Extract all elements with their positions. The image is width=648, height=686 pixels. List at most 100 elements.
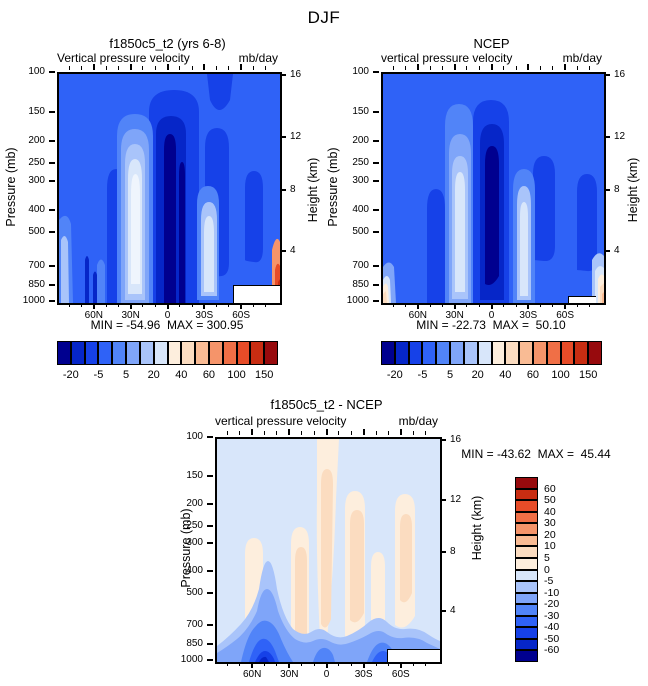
lat-tick: [239, 662, 241, 666]
colorbar-tick-label: -5: [544, 575, 554, 588]
colorbar-tick-label: -10: [544, 586, 560, 599]
lat-tick: [503, 303, 505, 307]
lat-tick-label: 30S: [519, 310, 538, 321]
colorbar-cell: [515, 511, 538, 524]
lat-tick: [265, 66, 267, 70]
lat-tick: [325, 662, 328, 668]
pressure-tick-label: 100: [352, 66, 369, 77]
colorbar-cell: [463, 341, 478, 365]
lat-tick: [441, 303, 443, 307]
pressure-tick-label: 150: [352, 106, 369, 118]
colorbar-cell: [515, 523, 538, 535]
lat-tick: [81, 66, 83, 70]
lat-tick: [179, 66, 181, 70]
lat-tick-label: 30S: [195, 310, 214, 321]
pressure-tick: [373, 283, 379, 286]
lat-tick: [265, 303, 267, 307]
colorbar-cell: [84, 341, 99, 365]
colorbar-cell: [515, 557, 538, 570]
height-tick: [280, 136, 286, 139]
lat-tick-label: 60N: [408, 310, 427, 321]
lat-tick-label: 60N: [242, 669, 262, 680]
lat-tick-label: 30N: [121, 310, 140, 321]
colorbar-tick-label: 30: [544, 517, 556, 530]
lat-tick: [240, 303, 243, 309]
colorbar-tick-label: 60: [544, 482, 556, 495]
pressure-tick: [207, 436, 213, 438]
colorbar-cell: [236, 341, 251, 365]
colorbar-cell: [264, 341, 278, 365]
height-tick: [280, 250, 286, 253]
colorbar-cell: [98, 341, 113, 365]
pressure-axis-title: Pressure (mb): [4, 147, 18, 227]
pressure-tick-label: 850: [186, 638, 203, 650]
colorbar-cell: [515, 534, 538, 547]
pressure-tick-label: 400: [28, 203, 45, 215]
height-tick-label: 16: [450, 433, 462, 445]
lat-tick: [252, 303, 254, 307]
pressure-tick: [373, 300, 379, 302]
colorbar-cell: [515, 615, 538, 628]
lat-tick-label: 0: [323, 669, 330, 680]
height-tick-label: 8: [290, 183, 296, 195]
colorbar-cell: [477, 341, 492, 365]
lat-tick: [552, 66, 554, 70]
lat-tick: [490, 303, 493, 309]
colorbar-tick-label: 100: [551, 369, 570, 381]
lat-tick: [216, 66, 218, 70]
panel-title: NCEP: [473, 36, 510, 51]
lat-tick: [154, 303, 156, 307]
height-tick: [440, 499, 446, 502]
height-tick-label: 12: [450, 494, 462, 506]
colorbar-cell: [436, 341, 451, 365]
subtitle-units: mb/day: [238, 51, 278, 65]
pressure-tick: [373, 231, 379, 234]
colorbar-cell: [515, 477, 538, 489]
lat-tick: [412, 662, 414, 666]
lat-tick: [576, 303, 578, 307]
pressure-tick: [207, 542, 213, 545]
lat-tick-label: 0: [164, 310, 171, 321]
pressure-tick: [49, 264, 55, 267]
pressure-tick: [373, 111, 379, 114]
lat-tick: [191, 303, 193, 307]
colorbar-cell: [515, 581, 538, 593]
colorbar-cell: [505, 341, 520, 365]
lat-tick-label: 30N: [445, 310, 464, 321]
pressure-tick: [373, 139, 379, 142]
colorbar-tick-label: 40: [175, 369, 188, 381]
pressure-tick-label: 1000: [22, 295, 45, 306]
height-axis-title: Height (km): [306, 157, 320, 223]
lat-tick: [251, 662, 254, 668]
colorbar-tick-label: -50: [544, 632, 560, 645]
lat-tick-label: 60N: [84, 310, 103, 321]
lat-tick: [416, 303, 419, 309]
colorbar-cell: [515, 638, 538, 651]
colorbar-tick-label: 20: [544, 528, 556, 541]
lat-tick: [453, 64, 456, 70]
height-tick-label: 4: [290, 245, 296, 257]
pressure-tick-label: 200: [352, 134, 369, 146]
pressure-tick-label: 300: [186, 537, 203, 549]
figure-title: DJF: [307, 8, 341, 27]
missing-data-box: [233, 285, 280, 303]
lat-tick: [527, 303, 530, 309]
lat-tick-label: 30N: [280, 669, 299, 680]
colorbar-cell: [574, 341, 589, 365]
lat-tick: [338, 662, 340, 666]
pressure-tick-label: 150: [28, 106, 45, 118]
colorbar-tick-label: 100: [227, 369, 246, 381]
lat-tick: [117, 66, 119, 70]
colorbar-tick-label: 50: [544, 494, 556, 507]
lat-tick: [362, 662, 365, 668]
pressure-tick-label: 1000: [180, 654, 203, 665]
lat-tick: [203, 303, 206, 309]
lat-tick: [350, 662, 352, 666]
lat-tick: [264, 431, 266, 435]
colorbar-cell: [588, 341, 602, 365]
lat-tick: [252, 66, 254, 70]
lat-tick: [240, 64, 243, 70]
lat-tick: [228, 303, 230, 307]
pressure-tick: [207, 524, 213, 527]
lat-tick: [466, 303, 468, 307]
